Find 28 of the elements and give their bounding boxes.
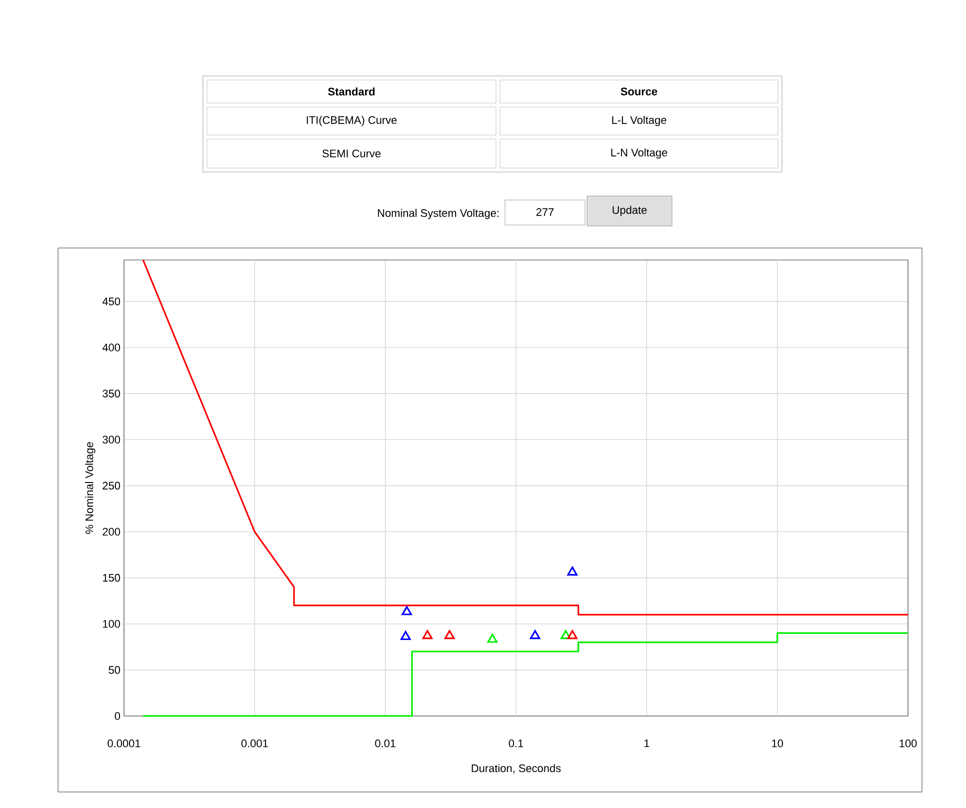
text: Nominal System Voltage: — [378, 208, 498, 220]
x-tick-label: 0.01 — [375, 740, 396, 748]
y-tick-label: 200 — [102, 528, 120, 536]
y-tick-label: 400 — [102, 344, 120, 352]
y-tick-label: 50 — [108, 666, 120, 674]
x-tick-label: 0.001 — [241, 740, 268, 748]
x-axis-title: Duration, Seconds — [472, 764, 561, 774]
text: L-N Voltage — [611, 148, 668, 159]
y-axis-title: % Nominal Voltage — [85, 442, 96, 534]
text: Update — [612, 206, 647, 216]
x-tick-label: 100 — [900, 740, 917, 748]
x-tick-label: 1 — [644, 740, 650, 748]
text: ITI(CBEMA) Curve — [306, 116, 397, 126]
text: Source — [620, 88, 658, 96]
y-tick-label: 100 — [103, 620, 120, 628]
x-tick-label: 10 — [772, 740, 783, 748]
text: L-L Voltage — [612, 116, 666, 126]
y-tick-label: 150 — [103, 574, 120, 582]
y-tick-label: 350 — [102, 390, 120, 398]
text: 277 — [536, 208, 554, 216]
text: Standard — [328, 87, 375, 96]
y-tick-label: 450 — [102, 298, 120, 306]
x-tick-label: 0.1 — [508, 740, 524, 748]
text: SEMI Curve — [322, 150, 381, 158]
y-tick-label: 300 — [102, 436, 120, 444]
y-tick-label: 250 — [102, 482, 120, 490]
x-tick-label: 0.0001 — [108, 740, 140, 748]
y-tick-label: 0 — [114, 712, 120, 720]
